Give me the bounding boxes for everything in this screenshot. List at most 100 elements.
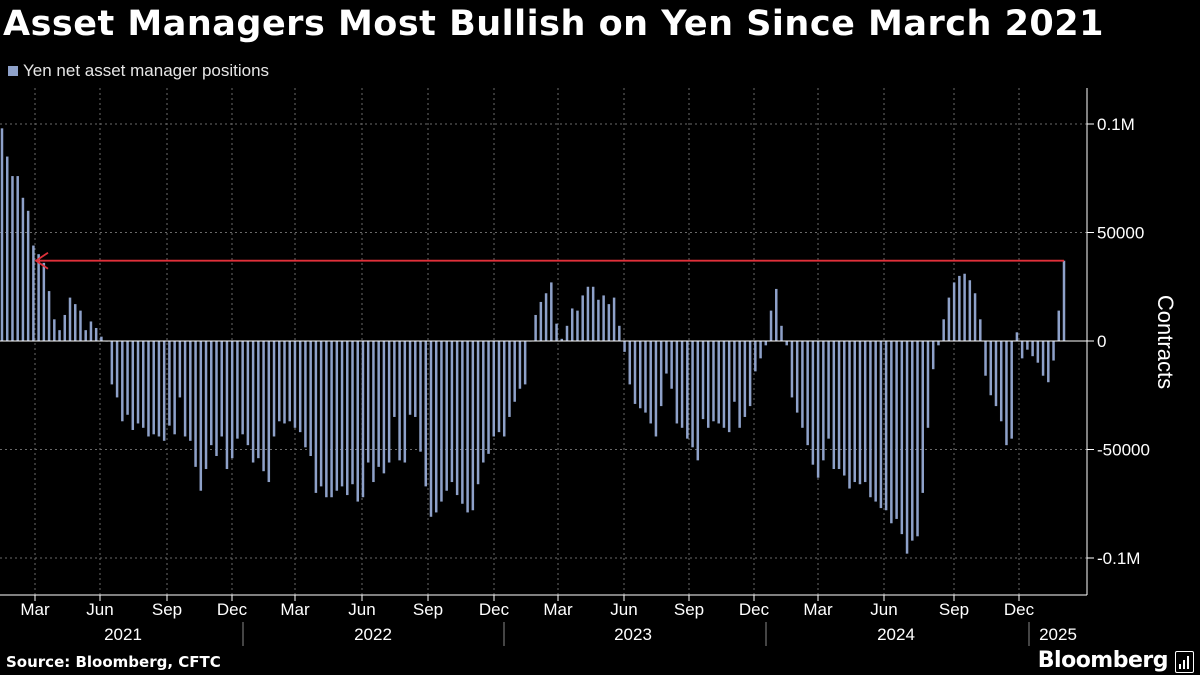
bar xyxy=(670,341,673,389)
bar xyxy=(555,323,558,341)
bar xyxy=(508,341,511,417)
bar xyxy=(257,341,260,459)
bar xyxy=(1010,341,1013,439)
bar xyxy=(638,341,642,409)
bar xyxy=(963,273,966,341)
bar xyxy=(220,341,223,437)
bar xyxy=(544,293,548,341)
bar xyxy=(330,341,333,498)
bar xyxy=(775,288,778,341)
bar xyxy=(455,341,459,496)
bar xyxy=(482,341,485,463)
bar xyxy=(560,338,564,341)
bar xyxy=(100,336,103,341)
bar xyxy=(314,341,318,493)
annotation xyxy=(34,251,1064,270)
bar xyxy=(884,341,888,511)
bar xyxy=(450,341,454,483)
bar xyxy=(278,341,281,422)
bar xyxy=(748,341,752,407)
bar xyxy=(351,341,354,485)
y-axis-label: Contracts xyxy=(1153,294,1178,390)
bar xyxy=(848,341,851,489)
bar xyxy=(487,341,490,454)
bar xyxy=(921,341,924,493)
bar xyxy=(999,341,1003,422)
bar xyxy=(900,341,904,535)
bar xyxy=(1062,260,1066,341)
bar xyxy=(126,341,129,415)
bar xyxy=(121,341,124,422)
bar xyxy=(429,341,433,517)
bar xyxy=(346,341,349,496)
bars xyxy=(0,128,1066,554)
bar xyxy=(701,341,705,420)
bar xyxy=(916,341,919,537)
bar xyxy=(1047,341,1050,383)
bar xyxy=(675,341,679,424)
bar xyxy=(157,341,161,437)
bar xyxy=(931,341,935,370)
bar xyxy=(722,341,726,428)
month-label: Jun xyxy=(610,600,637,619)
year-label: 2024 xyxy=(877,625,915,644)
y-tick-label: 50000 xyxy=(1097,224,1144,243)
bar xyxy=(905,341,909,554)
month-label: Sep xyxy=(674,600,704,619)
bar xyxy=(644,341,647,413)
bar xyxy=(1026,341,1029,350)
bar xyxy=(440,341,443,502)
source-note: Source: Bloomberg, CFTC xyxy=(6,653,221,671)
bar xyxy=(994,341,998,407)
bar xyxy=(654,341,658,437)
bar xyxy=(1052,341,1055,361)
bar xyxy=(795,341,799,413)
bar xyxy=(372,341,375,483)
bar xyxy=(1031,341,1034,357)
bar xyxy=(309,341,312,457)
bar xyxy=(843,341,846,476)
bar xyxy=(340,341,344,487)
bar xyxy=(168,341,171,426)
bar xyxy=(618,325,621,341)
bar xyxy=(204,341,208,470)
bar xyxy=(53,319,56,341)
bar xyxy=(110,341,114,385)
bar xyxy=(513,341,516,402)
bar xyxy=(445,341,448,491)
month-label: Dec xyxy=(739,600,770,619)
bar xyxy=(853,341,856,483)
bar xyxy=(863,341,867,483)
bar xyxy=(696,341,700,461)
bar xyxy=(534,314,537,341)
bar xyxy=(251,341,255,463)
bar xyxy=(194,341,197,467)
bar xyxy=(403,341,407,463)
bar xyxy=(398,341,401,461)
bar xyxy=(743,341,747,417)
month-label: Dec xyxy=(479,600,510,619)
y-tick-label: 0.1M xyxy=(1097,115,1135,134)
bar xyxy=(262,341,265,472)
bar xyxy=(147,341,150,437)
bar xyxy=(712,341,715,422)
bar xyxy=(325,341,328,498)
bar xyxy=(523,341,527,385)
legend-swatch xyxy=(8,66,18,76)
month-label: Dec xyxy=(217,600,248,619)
bar xyxy=(858,341,862,485)
bar xyxy=(649,341,652,424)
bar xyxy=(874,341,877,502)
y-tick-label: -50000 xyxy=(1097,441,1150,460)
year-label: 2023 xyxy=(614,625,652,644)
bar xyxy=(952,282,956,341)
bar xyxy=(230,341,234,459)
bar xyxy=(241,341,244,435)
bar xyxy=(727,341,731,433)
bar xyxy=(869,341,872,498)
bar xyxy=(607,304,611,341)
bar xyxy=(497,341,501,433)
bar xyxy=(162,341,166,441)
bar xyxy=(47,291,51,341)
chart-title: Asset Managers Most Bullish on Yen Since… xyxy=(3,4,1104,44)
